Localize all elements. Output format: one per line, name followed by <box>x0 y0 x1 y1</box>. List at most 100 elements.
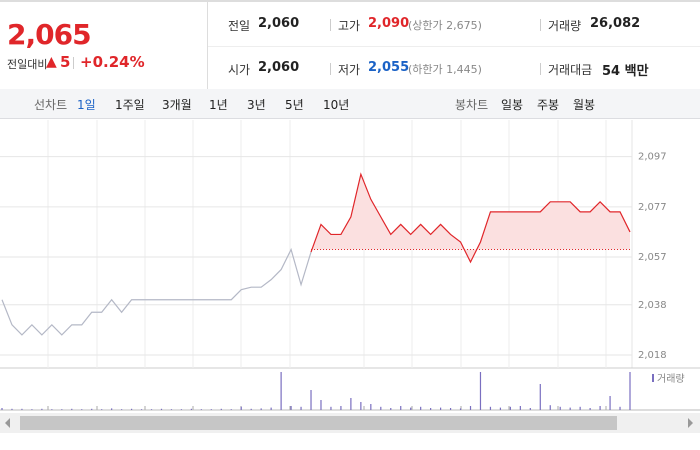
tab[interactable]: 1년 <box>209 98 228 112</box>
volume-bar <box>150 409 153 410</box>
volume-bar <box>420 406 422 410</box>
volume-bar <box>360 402 362 410</box>
volume-bar <box>270 407 272 410</box>
scroll-left[interactable] <box>5 418 10 428</box>
volume-bar <box>250 408 252 410</box>
quote-header: 2,065 전일대비 ▲ 5 +0.24% 전일 2,060 고가 2,090 (상한가… <box>0 0 700 91</box>
summary-label: 거래대금 <box>548 63 593 77</box>
summary-label: 고가 <box>338 19 361 33</box>
price-line <box>310 172 631 264</box>
volume-bar <box>340 406 342 410</box>
volume-bar <box>390 408 392 410</box>
volume-bar <box>190 408 192 410</box>
volume-bar <box>400 406 402 410</box>
volume-bar <box>609 396 611 410</box>
volume-bar <box>290 406 292 410</box>
volume-bar <box>499 407 502 410</box>
tab[interactable]: 1주일 <box>115 98 145 112</box>
volume-bar <box>160 408 163 410</box>
change-label: 전일대비 <box>7 58 48 71</box>
volume-bar <box>310 390 312 410</box>
volume-bar <box>21 408 23 410</box>
volume-bar <box>370 404 372 410</box>
summary-value: 54 백만 <box>602 64 649 79</box>
tab[interactable]: 일봉 <box>501 98 524 112</box>
scroll-right[interactable] <box>688 418 693 428</box>
volume-bar <box>51 409 53 410</box>
separator <box>540 63 541 75</box>
y-tick-label: 2,057 <box>638 252 667 263</box>
volume-bar <box>300 406 302 410</box>
volume-bar <box>130 408 133 410</box>
y-tick-label: 2,077 <box>638 202 667 213</box>
divider <box>207 2 208 90</box>
volume-bar <box>101 409 103 410</box>
volume-bar <box>111 408 113 410</box>
volume-bar <box>539 384 541 410</box>
volume-bar <box>170 409 173 410</box>
volume-bar <box>330 406 332 410</box>
summary-value: 2,090 <box>368 16 410 31</box>
change-sign: ▲ <box>46 54 57 70</box>
volume-bar <box>459 408 462 410</box>
volume-bar <box>489 406 492 410</box>
volume-bar <box>440 407 442 410</box>
volume-bar <box>260 408 262 410</box>
volume-bar <box>350 398 352 410</box>
tab[interactable]: 주봉 <box>537 98 560 112</box>
chart-bg <box>0 120 700 450</box>
summary-value: 26,082 <box>590 16 641 31</box>
tab-bar: 선차트 1일 1주일 3개월 1년 3년 5년 10년 봉차트 일봉 주봉 월봉 <box>0 89 700 119</box>
volume-bar <box>320 400 322 410</box>
separator <box>73 57 74 69</box>
volume-bar <box>479 372 482 410</box>
legend-swatch <box>652 374 654 382</box>
volume-bar <box>619 406 621 410</box>
volume-bar <box>180 409 183 410</box>
volume-bar <box>430 408 432 410</box>
volume-bar <box>11 408 13 410</box>
volume-bar <box>140 409 143 410</box>
volume-bar <box>220 408 222 410</box>
change-pct: +0.24% <box>80 53 145 71</box>
tab[interactable]: 3년 <box>247 98 266 112</box>
volume-bar <box>449 408 452 410</box>
volume-bar <box>509 406 511 410</box>
volume-bar <box>31 409 33 410</box>
divider <box>208 46 700 47</box>
price: 2,065 <box>7 18 92 51</box>
volume-bar <box>210 409 212 410</box>
volume-bar <box>469 406 472 410</box>
separator <box>330 19 331 31</box>
tab[interactable]: 5년 <box>285 98 304 112</box>
legend-label: 거래량 <box>657 373 685 385</box>
summary-label: 전일 <box>228 19 251 33</box>
price-area <box>311 174 630 263</box>
volume-bar <box>549 405 551 410</box>
volume-bar <box>569 407 571 410</box>
volume-bar <box>599 406 601 410</box>
tab[interactable]: 3개월 <box>162 98 192 112</box>
scroll-thumb[interactable] <box>20 416 617 430</box>
volume-bar <box>529 408 531 410</box>
volume-bar <box>81 409 83 410</box>
summary-value: 2,060 <box>258 60 300 75</box>
volume-bar <box>71 408 73 410</box>
separator <box>540 19 541 31</box>
volume-bar <box>41 408 43 410</box>
y-tick-label: 2,097 <box>638 152 667 163</box>
tab[interactable]: 월봉 <box>573 98 596 112</box>
tab[interactable]: 1일 <box>77 98 96 112</box>
summary-note: (상한가 2,675) <box>408 19 482 32</box>
summary-label: 저가 <box>338 63 361 77</box>
volume-bar <box>380 406 382 410</box>
volume-bar <box>280 372 282 410</box>
tab[interactable]: 10년 <box>323 98 350 112</box>
y-tick-label: 2,038 <box>638 300 667 311</box>
volume-bar <box>230 409 232 410</box>
volume-bar <box>121 409 123 410</box>
price-line <box>1 247 312 336</box>
summary-label: 거래량 <box>548 19 582 33</box>
volume-bar <box>61 409 63 410</box>
separator <box>330 63 331 75</box>
